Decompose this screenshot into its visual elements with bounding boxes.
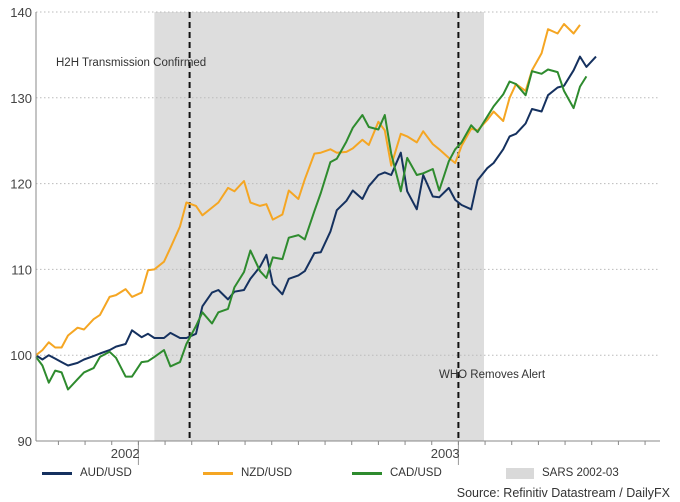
y-tick-label: 130 (10, 91, 32, 106)
event-lines (188, 12, 460, 441)
legend-swatch-aud (42, 471, 72, 475)
y-tick-label: 110 (11, 262, 32, 277)
series-lines (35, 23, 597, 391)
legend-label-nzd: NZD/USD (241, 467, 293, 479)
series-line-cad-usd (35, 68, 588, 391)
annotations: H2H Transmission Confirmed WHO Removes Al… (56, 57, 546, 381)
legend-swatch-nzd (203, 471, 233, 475)
legend-item-cad: CAD/USD (352, 467, 442, 479)
y-tick-label: 90 (18, 434, 32, 449)
y-tick-label: 120 (10, 177, 32, 192)
sars-period-shade (154, 12, 484, 441)
x-tick-label: 2002 (111, 446, 140, 461)
annotation-h2h: H2H Transmission Confirmed (56, 57, 206, 69)
series-line-aud-usd (35, 55, 597, 367)
legend-swatch-sars (506, 467, 534, 479)
legend-swatch-cad (352, 471, 382, 475)
tick-labels: 90 100 110 120 130 140 2002 2003 (10, 5, 459, 461)
legend: AUD/USD NZD/USD CAD/USD SARS 2002-03 (0, 467, 680, 483)
legend-item-sars: SARS 2002-03 (506, 467, 619, 479)
axes (35, 12, 660, 465)
sars-shade-rect (154, 12, 484, 441)
legend-label-sars: SARS 2002-03 (542, 467, 619, 479)
x-tick-label: 2003 (431, 446, 460, 461)
legend-label-cad: CAD/USD (390, 467, 442, 479)
legend-item-nzd: NZD/USD (203, 467, 292, 479)
legend-label-aud: AUD/USD (80, 467, 132, 479)
annotation-who: WHO Removes Alert (439, 369, 546, 381)
series-line-nzd-usd (35, 23, 581, 356)
gridlines (36, 11, 660, 356)
y-tick-label: 140 (10, 5, 32, 20)
source-note: Source: Refinitiv Datastream / DailyFX (456, 486, 670, 500)
legend-item-aud: AUD/USD (42, 467, 132, 479)
y-tick-label: 100 (10, 348, 32, 363)
